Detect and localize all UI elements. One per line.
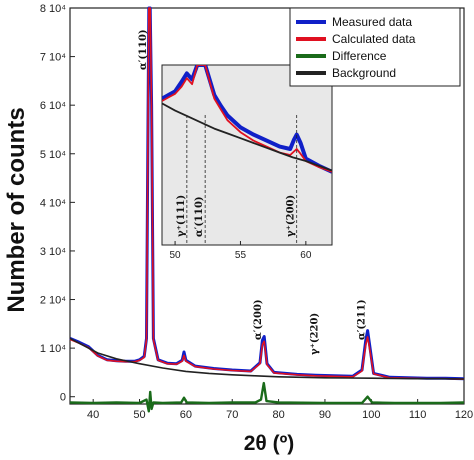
y-tick-label: 4 10⁴ [40,197,66,209]
inset-marker-label: α′(110) [194,196,205,237]
inset-series-lines [162,65,332,174]
peak-annotations: α′(110) α′(200) γ⁺(220) α′(211) [138,29,368,355]
x-tick-label: 70 [226,409,238,421]
inset-zoom: 50 55 60 γ⁺(111) α′(110) γ⁺(200) [161,64,333,261]
y-tick-label: 8 10⁴ [40,3,66,15]
inset-x-tick-label: 55 [235,250,247,261]
inset-x-ticks: 50 55 60 [170,241,312,261]
legend-label: Difference [332,49,387,63]
y-tick-label: 5 10⁴ [40,149,66,161]
x-axis-label: 2θ (º) [244,432,295,455]
series-background [69,337,465,380]
plot-area [69,7,465,405]
inset-marker-label: γ⁺(111) [176,195,187,237]
main-series-lines [69,6,465,413]
peak-label: α′(200) [253,299,264,340]
y-tick-label: 3 10⁴ [40,246,66,258]
y-tick-label: 7 10⁴ [40,52,66,64]
legend-label: Background [332,66,396,80]
y-axis-ticks: 0 1 10⁴ 2 10⁴ 3 10⁴ 4 10⁴ 5 10⁴ 6 10⁴ 7 10⁴ 8 10… [40,3,75,404]
y-tick-label: 2 10⁴ [40,295,66,307]
inset-series-measured-data [162,65,332,174]
y-axis-label: Number of counts [3,107,30,312]
x-tick-label: 80 [272,409,284,421]
x-tick-label: 110 [409,409,427,421]
y-tick-label: 1 10⁴ [40,343,66,355]
legend-label: Calculated data [332,32,416,46]
x-tick-label: 40 [87,409,99,421]
x-tick-label: 50 [133,409,145,421]
inset-series-calculated-data [162,65,332,173]
y-tick-label: 6 10⁴ [40,100,66,112]
legend-label: Measured data [332,15,412,29]
inset-markers: γ⁺(111) α′(110) γ⁺(200) [176,115,298,245]
peak-label: α′(211) [357,299,368,340]
inset-series-background [162,102,332,172]
x-tick-label: 60 [180,409,192,421]
y-tick-label: 0 [60,392,66,404]
inset-x-tick-label: 50 [170,250,182,261]
x-tick-label: 120 [455,409,473,421]
inset-marker-label: γ⁺(200) [286,195,297,237]
inset-x-tick-label: 60 [300,250,312,261]
series-difference [69,381,465,413]
series-calculated-data [69,7,465,380]
peak-label: α′(110) [138,29,149,70]
x-tick-label: 100 [362,409,380,421]
x-tick-label: 90 [319,409,331,421]
peak-label: γ⁺(220) [309,313,320,355]
legend: Measured data Calculated data Difference Ba… [289,7,461,87]
